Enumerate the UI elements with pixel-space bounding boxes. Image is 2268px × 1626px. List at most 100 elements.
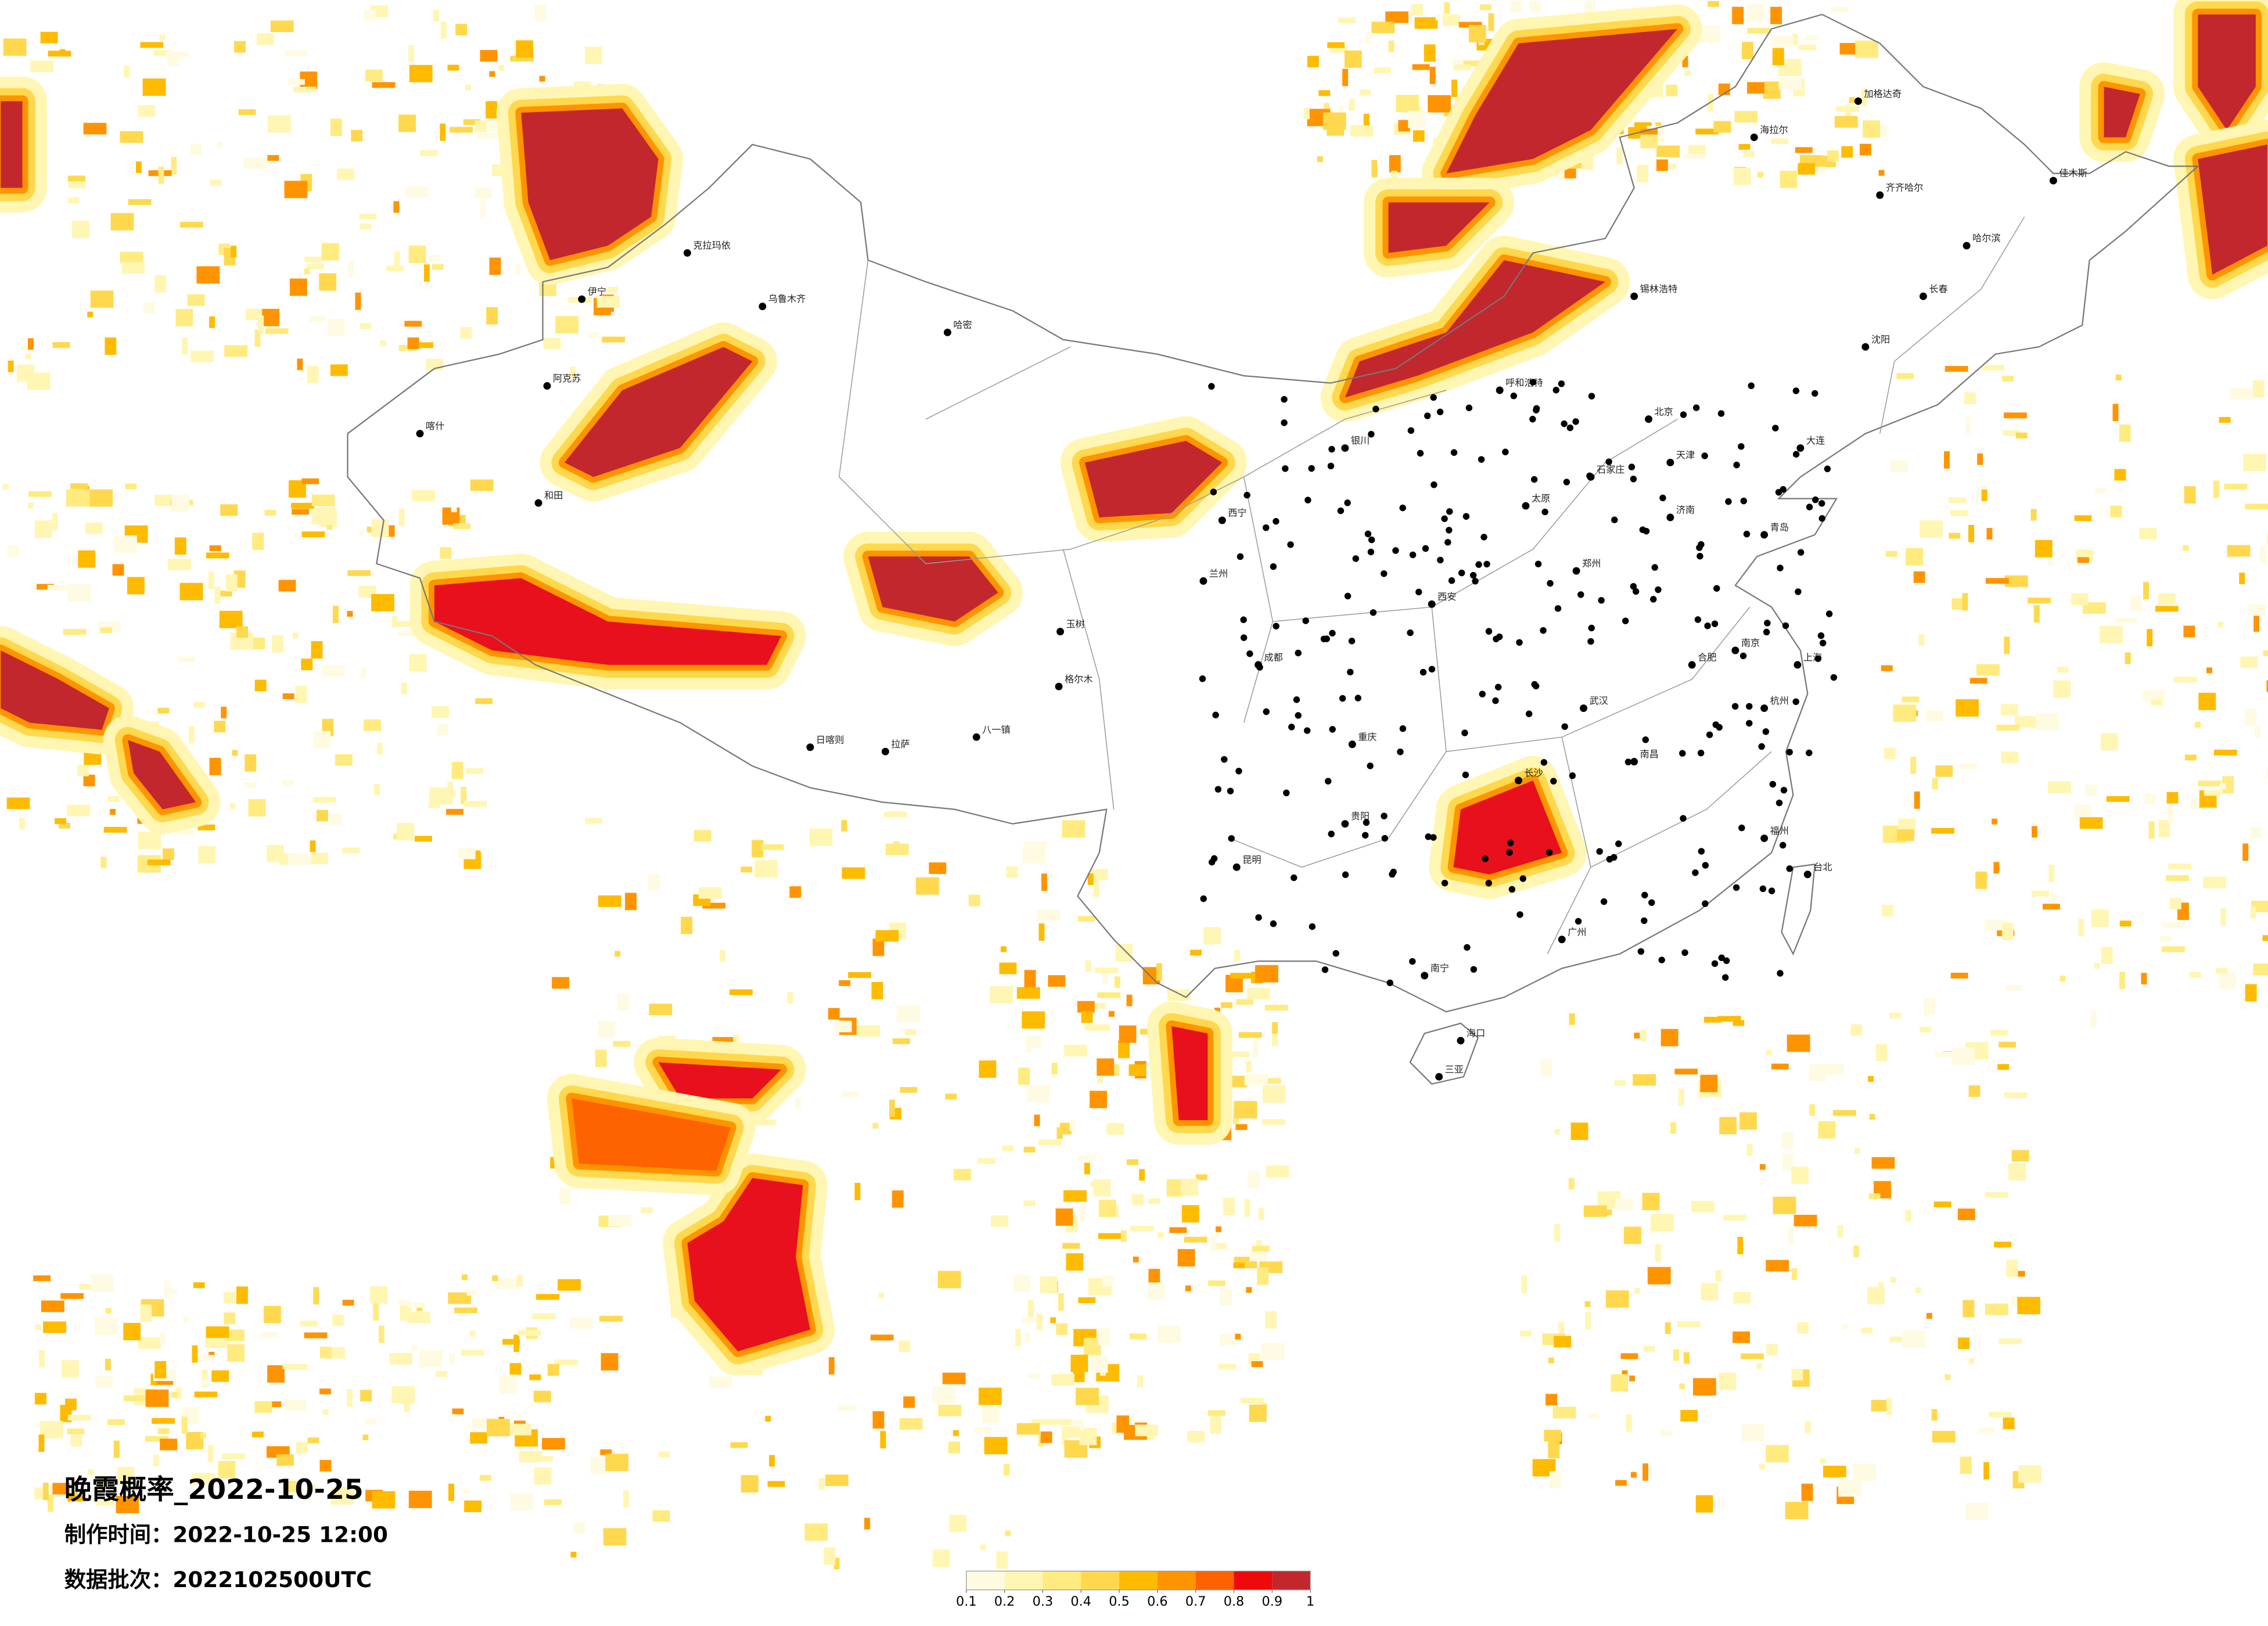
speckle xyxy=(1265,1311,1277,1329)
speckle xyxy=(1554,1128,1561,1135)
speckle xyxy=(34,1393,46,1405)
town-dot xyxy=(1243,491,1250,499)
speckle xyxy=(990,986,1013,1004)
speckle xyxy=(903,1396,915,1408)
speckle xyxy=(433,9,440,21)
speckle xyxy=(67,584,91,602)
speckle xyxy=(2094,963,2100,969)
speckle xyxy=(1264,1005,1288,1011)
speckle xyxy=(232,750,238,756)
speckle xyxy=(158,166,164,184)
colorbar-swatch xyxy=(1119,1571,1158,1590)
speckle xyxy=(1756,1363,1763,1369)
speckle xyxy=(1078,1155,1096,1161)
town-dot xyxy=(1775,799,1783,807)
speckle xyxy=(1746,4,1764,22)
speckle xyxy=(162,848,174,860)
speckle xyxy=(87,311,94,318)
speckle xyxy=(355,292,361,310)
speckle xyxy=(59,822,70,829)
speckle xyxy=(332,606,339,623)
speckle xyxy=(48,1494,54,1512)
speckle xyxy=(1458,21,1482,28)
speckle xyxy=(1629,1375,1636,1382)
speckle xyxy=(544,1499,562,1505)
speckle xyxy=(608,1214,632,1226)
town-dot xyxy=(1485,628,1493,635)
speckle xyxy=(1827,150,1839,162)
speckle xyxy=(1606,1209,1612,1215)
speckle xyxy=(1981,365,2005,371)
speckle xyxy=(1133,1256,1139,1262)
speckle xyxy=(117,1466,135,1484)
speckle xyxy=(40,31,58,44)
town-dot xyxy=(1588,393,1595,400)
town-dot xyxy=(1446,527,1453,534)
speckle xyxy=(52,342,70,348)
speckle xyxy=(1990,1030,2008,1036)
town-dot xyxy=(1586,472,1593,480)
speckle xyxy=(999,962,1017,974)
speckle xyxy=(332,1314,344,1326)
speckle xyxy=(1759,1463,1765,1470)
town-dot xyxy=(1282,465,1289,472)
city-dot xyxy=(1341,444,1349,452)
speckle xyxy=(1859,143,1871,156)
speckle xyxy=(1832,1110,1856,1116)
speckle xyxy=(838,1405,856,1412)
speckle xyxy=(2114,469,2126,481)
city-dot xyxy=(1750,133,1758,141)
speckle xyxy=(1078,1297,1096,1303)
speckle xyxy=(1181,1178,1199,1196)
city-dot xyxy=(1861,343,1870,351)
speckle xyxy=(872,938,885,956)
speckle xyxy=(1642,1463,1649,1481)
town-dot xyxy=(1680,411,1687,418)
speckle xyxy=(35,1324,41,1330)
speckle xyxy=(1451,80,1458,98)
speckle xyxy=(1925,710,1943,722)
speckle xyxy=(1216,1226,1222,1232)
town-dot xyxy=(1748,382,1755,390)
town-dot xyxy=(1304,497,1311,503)
speckle xyxy=(401,682,407,695)
speckle xyxy=(262,308,280,326)
speckle xyxy=(1359,89,1371,96)
speckle xyxy=(945,1093,957,1100)
speckle xyxy=(1935,765,1953,777)
speckle xyxy=(2142,690,2166,702)
speckle xyxy=(1234,1101,1257,1118)
speckle xyxy=(2077,557,2089,563)
patch xyxy=(1084,441,1223,518)
speckle xyxy=(2028,598,2051,604)
city-label: 天津 xyxy=(1676,449,1695,461)
speckle xyxy=(371,519,389,537)
speckle xyxy=(192,1345,198,1363)
speckle xyxy=(1906,548,1923,566)
speckle xyxy=(1026,1035,1032,1053)
speckle xyxy=(362,1434,369,1441)
speckle xyxy=(569,1317,592,1329)
speckle xyxy=(1167,989,1191,1001)
town-dot xyxy=(1370,609,1377,616)
town-dot xyxy=(1328,830,1335,837)
speckle xyxy=(1793,1214,1817,1226)
speckle xyxy=(450,127,473,133)
city-label: 三亚 xyxy=(1445,1064,1464,1075)
speckle xyxy=(209,545,221,552)
speckle xyxy=(1787,1034,1810,1052)
speckle xyxy=(304,1332,328,1339)
speckle xyxy=(317,810,328,822)
town-dot xyxy=(1552,387,1559,394)
speckle xyxy=(1066,1253,1084,1271)
speckle xyxy=(1806,34,1818,41)
speckle xyxy=(2267,533,2268,545)
town-dot xyxy=(1641,917,1648,924)
speckle xyxy=(2206,667,2212,674)
town-dot xyxy=(1381,812,1388,819)
town-dot xyxy=(1448,577,1455,584)
speckle xyxy=(216,141,222,148)
speckle xyxy=(1809,1104,1816,1116)
speckle xyxy=(1741,1424,1764,1442)
speckle xyxy=(1791,1166,1809,1184)
